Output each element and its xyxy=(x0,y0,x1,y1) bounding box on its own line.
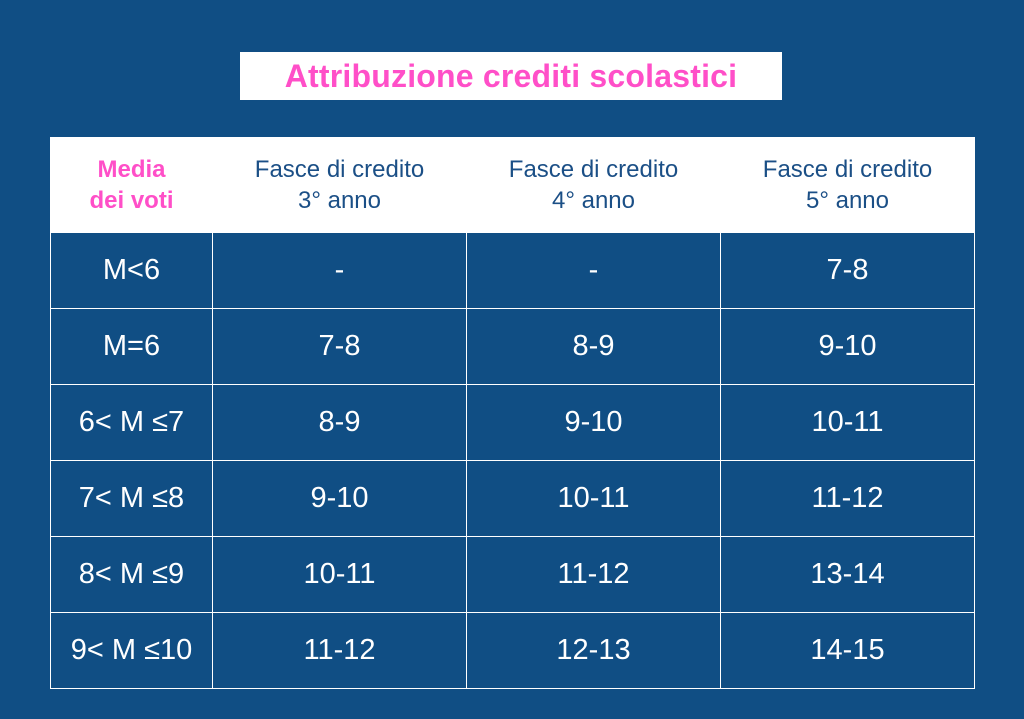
header-line: Fasce di credito xyxy=(254,156,425,183)
media-cell: 6< M ≤7 xyxy=(50,384,213,461)
credit-cell-5-anno: 14-15 xyxy=(720,612,975,689)
credit-cell-5-anno: 9-10 xyxy=(720,308,975,385)
credit-cell-4-anno: 11-12 xyxy=(466,536,721,613)
credit-cell-3-anno: 9-10 xyxy=(212,460,467,537)
header-media-voti: Media dei voti xyxy=(50,137,213,233)
table-header-row: Media dei voti Fasce di credito 3° anno … xyxy=(50,137,975,233)
media-cell: 7< M ≤8 xyxy=(50,460,213,537)
credit-cell-5-anno: 13-14 xyxy=(720,536,975,613)
credit-cell-4-anno: 10-11 xyxy=(466,460,721,537)
credit-cell-3-anno: 10-11 xyxy=(212,536,467,613)
table-row: 9< M ≤10 11-12 12-13 14-15 xyxy=(50,612,975,689)
credit-cell-5-anno: 11-12 xyxy=(720,460,975,537)
page-title: Attribuzione crediti scolastici xyxy=(284,57,738,94)
credit-cell-4-anno: - xyxy=(466,232,721,309)
media-cell: 9< M ≤10 xyxy=(50,612,213,689)
credit-cell-3-anno: 8-9 xyxy=(212,384,467,461)
header-fascia-5-anno: Fasce di credito 5° anno xyxy=(720,137,975,233)
credit-cell-4-anno: 8-9 xyxy=(466,308,721,385)
header-line: 5° anno xyxy=(805,187,889,214)
credit-cell-4-anno: 9-10 xyxy=(466,384,721,461)
credit-cell-3-anno: - xyxy=(212,232,467,309)
credit-cell-3-anno: 11-12 xyxy=(212,612,467,689)
media-cell: M<6 xyxy=(50,232,213,309)
header-line: 4° anno xyxy=(551,187,635,214)
table-row: 8< M ≤9 10-11 11-12 13-14 xyxy=(50,536,975,613)
header-fascia-3-anno: Fasce di credito 3° anno xyxy=(212,137,467,233)
header-line: Fasce di credito xyxy=(762,156,933,183)
header-line: Media xyxy=(97,156,166,183)
credit-cell-5-anno: 10-11 xyxy=(720,384,975,461)
credit-cell-4-anno: 12-13 xyxy=(466,612,721,689)
header-fascia-4-anno: Fasce di credito 4° anno xyxy=(466,137,721,233)
header-line: 3° anno xyxy=(297,187,381,214)
table-row: 7< M ≤8 9-10 10-11 11-12 xyxy=(50,460,975,537)
credit-cell-5-anno: 7-8 xyxy=(720,232,975,309)
table-row: M=6 7-8 8-9 9-10 xyxy=(50,308,975,385)
credit-cell-3-anno: 7-8 xyxy=(212,308,467,385)
credits-table: Media dei voti Fasce di credito 3° anno … xyxy=(50,137,975,689)
media-cell: 8< M ≤9 xyxy=(50,536,213,613)
media-cell: M=6 xyxy=(50,308,213,385)
header-line: dei voti xyxy=(89,187,174,214)
table-row: M<6 - - 7-8 xyxy=(50,232,975,309)
title-banner: Attribuzione crediti scolastici xyxy=(240,52,782,100)
table-row: 6< M ≤7 8-9 9-10 10-11 xyxy=(50,384,975,461)
header-line: Fasce di credito xyxy=(508,156,679,183)
